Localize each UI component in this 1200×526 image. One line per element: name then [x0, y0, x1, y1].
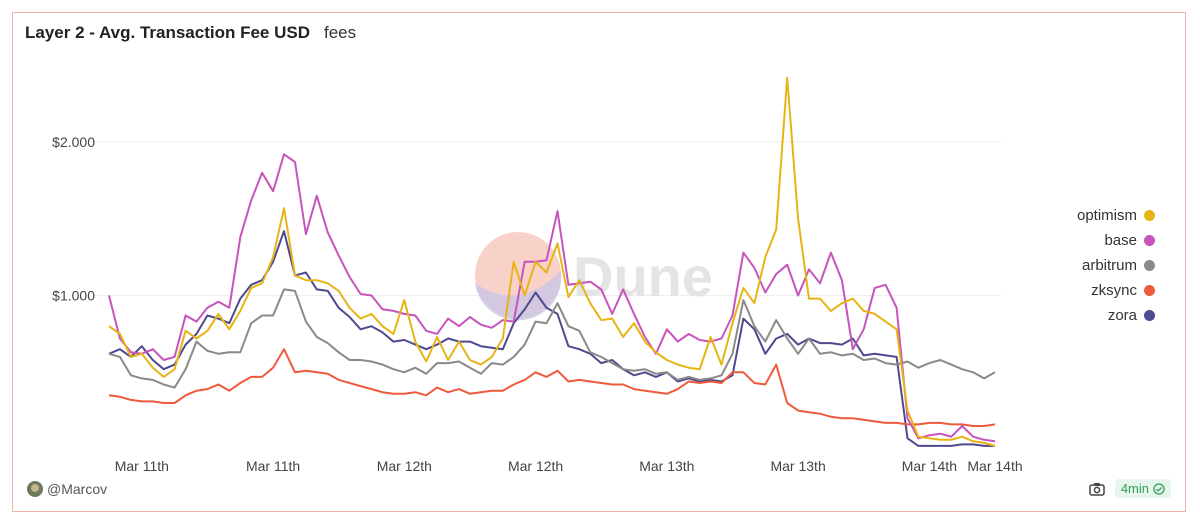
line-chart: Dune $1.000 $2.000 Mar 11th Mar 11th Mar 12t… [52, 76, 1023, 474]
legend-swatch [1144, 285, 1155, 296]
x-tick-label: Mar 13th [770, 458, 825, 474]
y-tick-label: $2.000 [52, 134, 95, 150]
x-tick-label: Mar 11th [115, 458, 169, 474]
legend-swatch [1144, 260, 1155, 271]
legend-item-zora[interactable]: zora [1077, 303, 1155, 328]
avatar [27, 481, 43, 497]
watermark-text: Dune [573, 245, 713, 308]
legend-item-arbitrum[interactable]: arbitrum [1077, 253, 1155, 278]
camera-icon[interactable] [1089, 482, 1105, 496]
chart-subtitle: fees [324, 23, 357, 42]
legend-item-base[interactable]: base [1077, 228, 1155, 253]
legend-label: base [1104, 232, 1137, 249]
x-tick-label: Mar 14th [902, 458, 957, 474]
series-line-zksync[interactable] [108, 348, 996, 427]
legend-label: zksync [1091, 282, 1137, 299]
legend-item-optimism[interactable]: optimism [1077, 203, 1155, 228]
y-tick-label: $1.000 [52, 288, 95, 304]
legend-label: optimism [1076, 207, 1137, 224]
legend-swatch [1144, 235, 1155, 246]
x-tick-label: Mar 11th [246, 458, 300, 474]
legend-label: zora [1107, 307, 1137, 324]
legend-swatch [1144, 210, 1155, 221]
x-tick-label: Mar 14th [967, 458, 1022, 474]
series-line-optimism[interactable] [108, 76, 996, 447]
chart-legend: optimism base arbitrum zksync zora [1077, 203, 1155, 328]
footer-actions: 4min [1089, 479, 1171, 498]
refresh-time-label: 4min [1120, 481, 1149, 496]
chart-title: Layer 2 - Avg. Transaction Fee USD [25, 23, 310, 42]
x-tick-label: Mar 13th [639, 458, 694, 474]
legend-label: arbitrum [1081, 257, 1137, 274]
x-tick-label: Mar 12th [377, 458, 432, 474]
legend-item-zksync[interactable]: zksync [1077, 278, 1155, 303]
series-line-zora[interactable] [108, 230, 995, 447]
legend-swatch [1144, 310, 1155, 321]
series-line-base[interactable] [108, 153, 996, 443]
series-line-arbitrum[interactable] [108, 288, 996, 389]
author-info: @Marcov [27, 481, 107, 497]
chart-header: Layer 2 - Avg. Transaction Fee USD fees [25, 23, 356, 43]
check-circle-icon [1153, 482, 1165, 495]
author-handle[interactable]: @Marcov [47, 481, 108, 497]
refresh-time-badge: 4min [1114, 479, 1171, 498]
x-tick-label: Mar 12th [508, 458, 563, 474]
chart-card: Layer 2 - Avg. Transaction Fee USD fees … [12, 12, 1186, 512]
